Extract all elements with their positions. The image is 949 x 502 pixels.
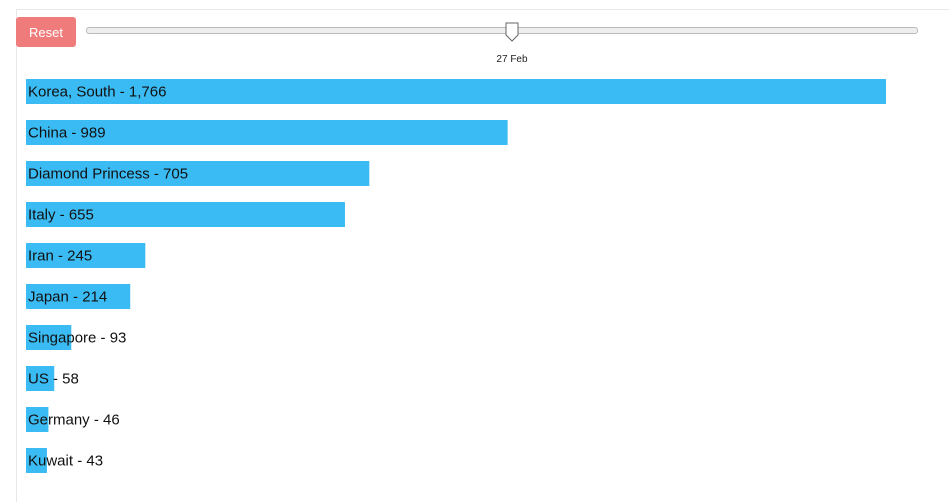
slider-label: 27 Feb xyxy=(496,54,528,65)
bar xyxy=(26,243,146,268)
bar xyxy=(26,202,345,227)
bar-label: US - 58 xyxy=(28,370,79,387)
bar-label: Singapore - 93 xyxy=(28,329,126,346)
bar-label: Diamond Princess - 705 xyxy=(28,165,188,182)
bar-label: Korea, South - 1,766 xyxy=(28,83,166,100)
slider-track[interactable] xyxy=(86,27,918,34)
bar xyxy=(26,120,508,145)
bar xyxy=(26,366,55,391)
bar-label: Iran - 245 xyxy=(28,247,92,264)
bar-label: Germany - 46 xyxy=(28,411,120,428)
bar-label: Japan - 214 xyxy=(28,288,107,305)
bar xyxy=(26,79,886,104)
bar xyxy=(26,325,72,350)
bar xyxy=(26,284,131,309)
bar-label: Italy - 655 xyxy=(28,206,94,223)
bar-label: China - 989 xyxy=(28,124,106,141)
bar xyxy=(26,407,49,432)
panel xyxy=(16,9,949,502)
reset-button[interactable]: Reset xyxy=(16,17,76,47)
bar-label: Kuwait - 43 xyxy=(28,452,103,469)
slider-thumb[interactable] xyxy=(505,22,519,42)
bar xyxy=(26,448,47,473)
bar xyxy=(26,161,370,186)
